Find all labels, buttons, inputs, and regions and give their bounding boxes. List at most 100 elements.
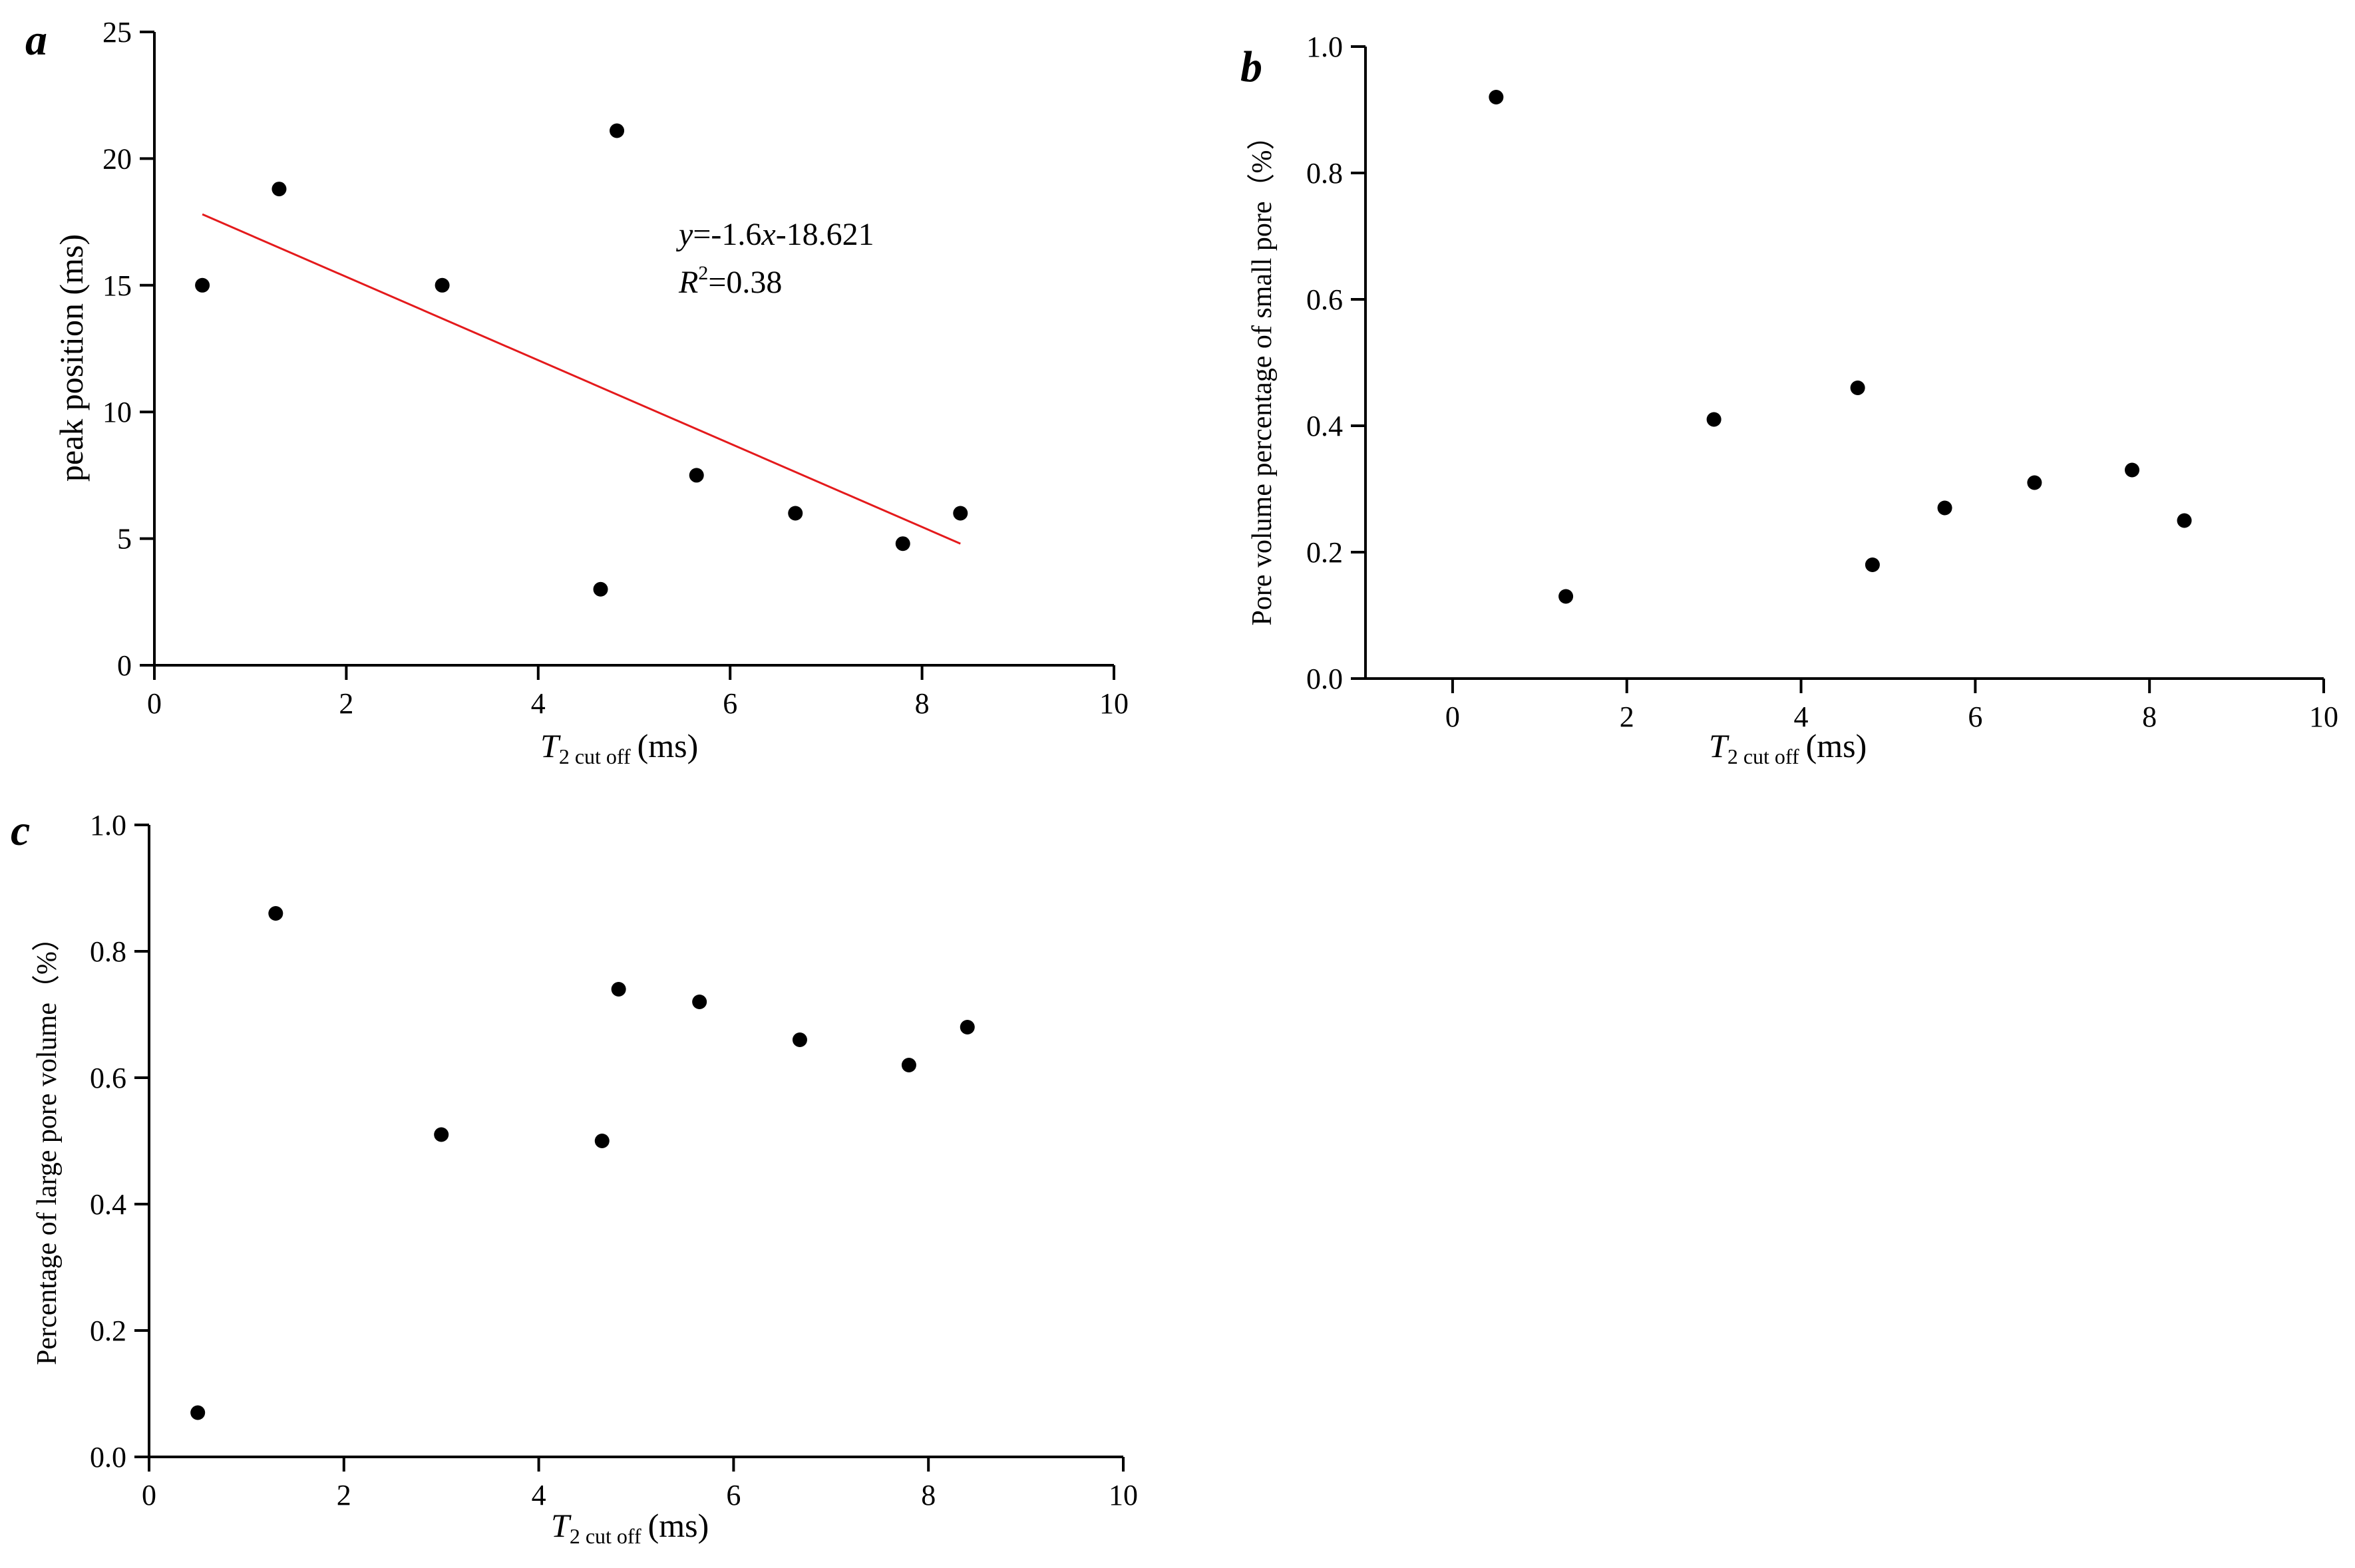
scatter-point: [190, 1405, 206, 1420]
x-tick-label: 4: [532, 1479, 546, 1511]
y-tick-label: 0.2: [1306, 536, 1343, 569]
panel-c-x-axis-label: T2 cut off (ms): [551, 1507, 709, 1548]
panel-a-x-axis-unit: (ms): [637, 727, 699, 764]
y-tick-label: 0.4: [1306, 410, 1343, 442]
scatter-point: [1558, 589, 1574, 604]
panel-c: c 0 2 4 6 8 10 0.0 0.2 0.4 0.6 0.8 1.0 Percentage …: [11, 806, 1138, 1548]
panel-label-a: a: [25, 16, 47, 65]
x-tick-label: 10: [1099, 687, 1129, 720]
panel-a-x-axis-label: T2 cut off (ms): [540, 727, 698, 768]
scatter-point: [435, 277, 450, 293]
scatter-point: [1706, 412, 1721, 427]
x-tick-label: 2: [1620, 701, 1634, 733]
x-tick-label: 10: [2309, 701, 2338, 733]
scatter-point: [272, 182, 287, 197]
panel-b-y-ticks: 0.0 0.2 0.4 0.6 0.8 1.0: [1306, 31, 1365, 695]
scatter-point: [1489, 90, 1504, 104]
panel-c-points: [190, 906, 975, 1420]
panel-b-x-axis-unit: (ms): [1806, 727, 1867, 764]
scatter-point: [1937, 500, 1952, 516]
scatter-point: [594, 1134, 610, 1148]
r-squared-power: 2: [698, 262, 708, 284]
x-tick-label: 6: [723, 687, 737, 720]
panel-c-axes: [148, 825, 1123, 1458]
r-squared-symbol: R: [678, 265, 698, 300]
panel-a-fit-line: [202, 213, 961, 545]
panel-a-x-ticks: 0 2 4 6 8 10: [147, 665, 1129, 720]
scatter-point: [2177, 513, 2192, 528]
panel-b-x-axis-symbol: T: [1709, 727, 1729, 764]
x-tick-label: 8: [921, 1479, 936, 1511]
panel-c-x-axis-symbol: T: [551, 1507, 572, 1544]
scatter-point: [960, 1020, 975, 1034]
x-tick-label: 2: [337, 1479, 351, 1511]
panel-c-y-ticks: 0.0 0.2 0.4 0.6 0.8 1.0: [90, 809, 149, 1474]
scatter-point: [610, 123, 625, 138]
x-tick-label: 0: [1445, 701, 1460, 733]
panel-b-axes: [1364, 47, 2324, 680]
panel-a-y-ticks: 0 5 10 15 20 25: [102, 16, 154, 682]
regression-equation: y=-1.6x-18.621: [675, 217, 874, 252]
scatter-point: [953, 506, 968, 521]
equation-rhs-start: =-1.6: [693, 217, 761, 252]
y-tick-label: 0: [117, 649, 132, 682]
panel-a-axes: [153, 32, 1114, 667]
scatter-point: [895, 536, 910, 551]
x-tick-label: 6: [726, 1479, 741, 1511]
y-tick-label: 0.8: [1306, 157, 1343, 190]
y-tick-label: 0.8: [90, 935, 126, 968]
panel-label-b: b: [1240, 43, 1262, 91]
panel-b-x-ticks: 0 2 4 6 8 10: [1445, 679, 2338, 733]
panel-a-points: [195, 123, 968, 597]
scatter-point: [434, 1127, 449, 1142]
x-tick-label: 4: [531, 687, 546, 720]
scatter-point: [788, 506, 803, 521]
x-tick-label: 10: [1109, 1479, 1138, 1511]
panel-c-x-axis-unit: (ms): [648, 1507, 709, 1544]
scatter-point: [901, 1058, 916, 1072]
panel-a-x-axis-subscript: 2 cut off: [559, 744, 631, 768]
scatter-point: [689, 468, 704, 483]
y-tick-label: 25: [102, 16, 132, 49]
panel-b-x-axis-subscript: 2 cut off: [1727, 744, 1799, 768]
y-tick-label: 0.4: [90, 1188, 126, 1221]
r-squared-value: =0.38: [708, 265, 782, 300]
x-tick-label: 8: [2142, 701, 2157, 733]
x-tick-label: 2: [339, 687, 353, 720]
x-tick-label: 0: [147, 687, 162, 720]
y-tick-label: 10: [102, 396, 132, 428]
panel-c-y-axis-label: Percentage of large pore volume（%）: [32, 923, 63, 1365]
x-tick-label: 0: [142, 1479, 156, 1511]
y-tick-label: 0.6: [90, 1062, 126, 1094]
scatter-point: [195, 277, 210, 293]
scatter-point: [2125, 462, 2139, 478]
r-squared: R2=0.38: [678, 262, 782, 300]
y-tick-label: 1.0: [90, 809, 126, 842]
panel-c-x-ticks: 0 2 4 6 8 10: [142, 1457, 1138, 1511]
x-tick-label: 6: [1968, 701, 1982, 733]
scatter-point: [1865, 557, 1880, 572]
y-tick-label: 15: [102, 269, 132, 302]
y-tick-label: 0.0: [90, 1441, 126, 1474]
scatter-point: [692, 995, 707, 1009]
panel-c-x-axis-subscript: 2 cut off: [570, 1524, 641, 1548]
scatter-point: [268, 906, 283, 921]
scatter-point: [1850, 381, 1865, 395]
scatter-point: [611, 982, 626, 997]
scatter-point: [2027, 475, 2042, 490]
y-tick-label: 0.0: [1306, 663, 1343, 695]
y-tick-label: 0.2: [90, 1315, 126, 1347]
equation-x: x: [761, 217, 775, 252]
x-tick-label: 4: [1794, 701, 1809, 733]
panel-b-y-axis-label: Pore volume percentage of small pore（%）: [1247, 122, 1278, 626]
panel-b: b 0 2 4 6 8 10 0.0 0.2 0.4 0.6 0.8 1.0 Pore volume…: [1240, 31, 2338, 768]
panel-b-points: [1489, 90, 2192, 604]
scatter-point: [593, 581, 608, 597]
panel-b-x-axis-label: T2 cut off (ms): [1709, 727, 1867, 768]
equation-rhs-end: -18.621: [776, 217, 874, 252]
y-tick-label: 20: [102, 142, 132, 175]
panel-a-y-axis-label: peak position (ms): [53, 234, 90, 482]
y-tick-label: 0.6: [1306, 283, 1343, 316]
